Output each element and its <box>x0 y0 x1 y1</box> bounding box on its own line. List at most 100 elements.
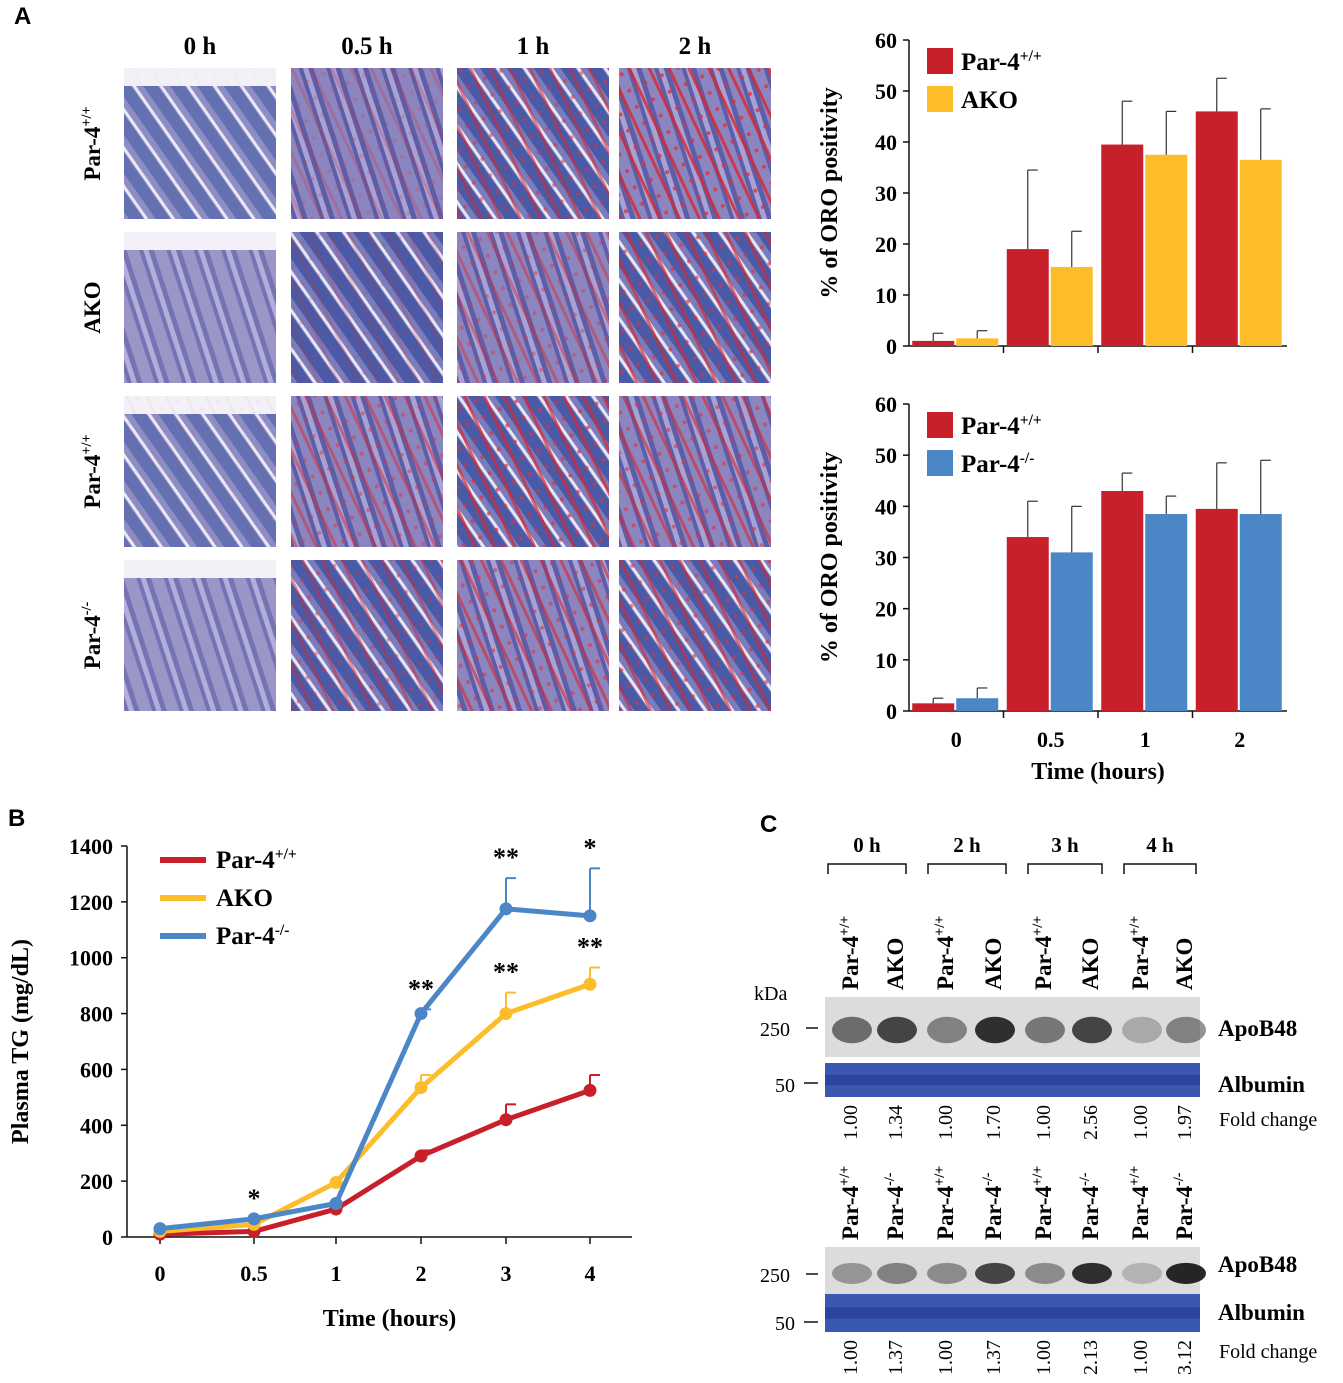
y-tick-label: 200 <box>80 1169 113 1194</box>
apob48-band <box>877 1016 917 1044</box>
row-label-base: Par-4 <box>80 615 105 670</box>
row-label-sup: +/+ <box>79 106 95 126</box>
apob48-band <box>1025 1262 1065 1284</box>
lane-label: Par-4+/+ <box>932 916 958 990</box>
oro-stain <box>291 396 443 547</box>
bar <box>956 698 999 711</box>
y-tick-label: 10 <box>875 648 897 673</box>
significance-marker: ** <box>493 843 519 872</box>
y-tick-label: 1200 <box>69 890 113 915</box>
apob48-band <box>877 1262 917 1284</box>
data-point <box>247 1212 261 1226</box>
legend-label-base: Par-4 <box>216 923 275 950</box>
lane-label: Par-4+/+ <box>837 916 863 990</box>
oro-stain <box>457 232 609 383</box>
x-tick-label: 1 <box>331 1261 342 1286</box>
x-tick-label: 0.5 <box>1037 727 1065 752</box>
apob48-band <box>1122 1016 1162 1044</box>
y-tick-label: 60 <box>875 28 897 53</box>
lane-label-base: Par-4 <box>1031 935 1056 990</box>
row-label-base: Par-4 <box>80 126 105 181</box>
data-point <box>414 1081 428 1095</box>
micrograph-image <box>291 68 443 219</box>
y-tick-label: 20 <box>875 597 897 622</box>
oro-stain <box>619 560 771 711</box>
lane-label: Par-4+/+ <box>932 1166 958 1240</box>
panel-label-c: C <box>760 811 777 838</box>
micrograph-column-headers: 0 h 0.5 h 1 h 2 h <box>184 33 712 60</box>
lane-label-base: Par-4 <box>1128 935 1153 990</box>
lane-label-base: Par-4 <box>1031 1185 1056 1240</box>
fold-change-value: 1.97 <box>1174 1105 1196 1140</box>
legend-label-base: Par-4 <box>961 451 1020 478</box>
y-axis-title: % of ORO positivity <box>817 452 843 663</box>
group-bracket <box>927 863 1007 874</box>
significance-marker: ** <box>577 932 603 961</box>
albumin-band <box>825 1074 1200 1086</box>
data-point <box>329 1176 343 1190</box>
lane-label: Par-4-/- <box>1077 1172 1103 1240</box>
lane-label: Par-4-/- <box>980 1172 1006 1240</box>
x-tick-label: 2 <box>1234 727 1245 752</box>
lane-label-sup: -/- <box>1077 1172 1093 1186</box>
column-header: 2 h <box>679 33 712 60</box>
x-tick-label: 3 <box>501 1261 512 1286</box>
row-label-base: Par-4 <box>80 454 105 509</box>
y-tick-label: 1000 <box>69 946 113 971</box>
oro-stain <box>291 560 443 711</box>
bar <box>956 338 999 346</box>
fold-change-value: 1.70 <box>983 1105 1005 1140</box>
oro-stain <box>457 560 609 711</box>
lane-label: Par-4+/+ <box>1030 1166 1056 1240</box>
fold-change-label: Fold change <box>1219 1341 1317 1363</box>
legend-label-sup: +/+ <box>1020 412 1042 429</box>
x-tick-label: 4 <box>585 1261 596 1286</box>
oro-stain <box>124 396 276 547</box>
y-tick-label: 60 <box>875 392 897 417</box>
lane-label-sup: +/+ <box>932 1166 948 1186</box>
y-axis-title: % of ORO positivity <box>817 87 843 298</box>
albumin-label: Albumin <box>1218 1300 1305 1325</box>
apob48-band <box>1025 1016 1065 1044</box>
data-point <box>414 1007 428 1021</box>
column-header: 1 h <box>517 33 550 60</box>
legend-label: AKO <box>961 87 1018 114</box>
micrograph-tissue <box>124 250 276 383</box>
y-axis-title: Plasma TG (mg/dL) <box>8 939 34 1144</box>
apob48-band <box>1166 1016 1206 1044</box>
lane-label-base: Par-4 <box>1078 1185 1103 1240</box>
data-point <box>583 909 597 923</box>
data-point <box>583 1083 597 1097</box>
lane-label-base: Par-4 <box>981 1185 1006 1240</box>
apob48-band <box>975 1016 1015 1044</box>
group-bracket <box>827 863 907 874</box>
time-group-label: 2 h <box>953 833 981 857</box>
y-tick-label: 800 <box>80 1002 113 1027</box>
bar <box>1145 154 1188 346</box>
y-tick-label: 50 <box>875 443 897 468</box>
marker-250: 250 <box>760 1265 790 1287</box>
legend-swatch <box>927 48 953 74</box>
bar-chart-oro-ako: 0 10 20 30 40 50 60 % of ORO positivity Par-4+/+… <box>817 28 1287 359</box>
lane-label-base: Par-4 <box>838 935 863 990</box>
lane-label-base: AKO <box>981 938 1006 990</box>
legend-label: Par-4+/+ <box>216 846 297 874</box>
oro-stain <box>457 68 609 219</box>
y-tick-label: 0 <box>886 334 897 359</box>
row-label: Par-4+/+ <box>79 106 105 180</box>
lane-label-base: Par-4 <box>933 935 958 990</box>
bar <box>1195 508 1238 711</box>
significance-marker: ** <box>408 974 434 1003</box>
row-label: Par-4-/- <box>79 601 105 669</box>
apob48-band <box>1122 1262 1162 1284</box>
apob48-label: ApoB48 <box>1218 1016 1297 1041</box>
apob48-band <box>832 1016 872 1044</box>
lane-label: Par-4+/+ <box>1127 916 1153 990</box>
lane-label-base: AKO <box>1078 938 1103 990</box>
row-label-sup: +/+ <box>79 434 95 454</box>
micrograph-tissue <box>124 86 276 219</box>
legend-label-sup: -/- <box>275 922 290 939</box>
lane-label: Par-4-/- <box>1171 1172 1197 1240</box>
micrograph-image <box>457 396 609 547</box>
